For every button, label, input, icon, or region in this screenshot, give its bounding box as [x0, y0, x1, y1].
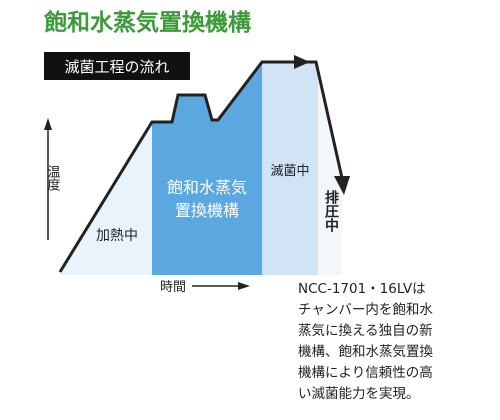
title: 飽和水蒸気置換機構: [44, 9, 251, 36]
arrow-head: [238, 282, 250, 290]
phase-label: 加熱中: [96, 228, 138, 244]
phase-label: 滅菌中: [270, 164, 309, 179]
y-axis-label: 温度: [45, 165, 61, 191]
phase-label: 飽和水蒸気: [167, 178, 247, 197]
temperature-curve: [58, 60, 344, 273]
description-line: い滅菌能力を実現。: [298, 386, 420, 402]
arrow-head: [334, 176, 350, 195]
arrow-head: [44, 118, 52, 130]
description-line: 蒸気に換える独自の新: [298, 323, 433, 339]
phase-label: 排圧中: [323, 189, 339, 233]
description-line: 機構により信頼性の高: [298, 364, 433, 381]
x-axis-label: 時間: [160, 280, 186, 295]
subtitle: 滅菌工程の流れ: [64, 58, 169, 76]
description-line: 機構、飽和水蒸気置換: [298, 344, 433, 360]
subtitle-box: [44, 52, 190, 80]
exhaust-region: [318, 75, 342, 275]
description-line: NCC-1701・16LVは: [298, 281, 426, 297]
sterilizing-region: [262, 62, 318, 275]
phase-label: 置換機構: [175, 201, 239, 220]
description-line: チャンバー内を飽和水: [298, 302, 433, 318]
arrow-head: [294, 55, 310, 69]
description: NCC-1701・16LVは チャンバー内を飽和水 蒸気に換える独自の新 機構、…: [298, 281, 433, 402]
replacement-region: [152, 62, 262, 275]
